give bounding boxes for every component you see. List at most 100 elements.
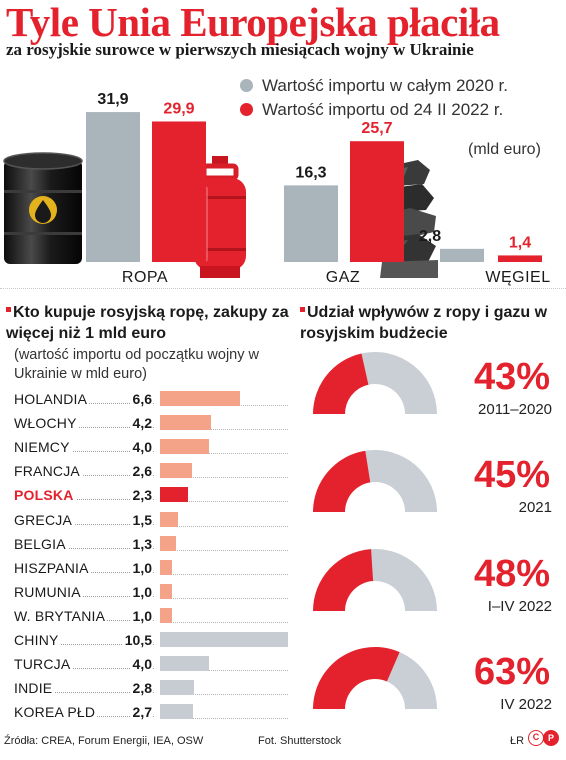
buyer-country-label: HOLANDIA <box>14 391 90 407</box>
gauge-percent-label: 43% <box>473 356 550 398</box>
row-leader <box>14 523 154 525</box>
gauge-share-arc <box>313 647 400 709</box>
row-gridline <box>160 429 288 431</box>
buyer-country-label: TURCJA <box>14 656 73 673</box>
buyer-value-label: 4,0 <box>130 656 152 673</box>
section-divider <box>0 288 566 289</box>
buyer-row: HOLANDIA 6,6 <box>0 389 290 411</box>
budget-gauge <box>313 549 437 611</box>
buyer-row: HISZPANIA 1,0 <box>0 558 290 580</box>
gauge-rest-arc <box>386 652 437 709</box>
buyer-country-label: INDIE <box>14 680 55 697</box>
buyer-bar <box>160 391 241 406</box>
heading-bullet-icon <box>6 307 11 312</box>
buyer-value-label: 2,6 <box>130 463 152 480</box>
buyers-subtitle: (wartość importu od początku wojny w Ukr… <box>14 347 259 382</box>
unit-note: (mld euro) <box>468 141 541 158</box>
publisher-logo: C P <box>528 729 560 749</box>
row-gridline <box>160 694 288 696</box>
legend-label-2020: Wartość importu w całym 2020 r. <box>262 76 508 95</box>
buyer-country-label: W. BRYTANIA <box>14 607 108 624</box>
buyer-value-label: 10,5 <box>122 632 152 648</box>
buyer-row: RUMUNIA 1,0 <box>0 582 290 604</box>
legend-label-2022: Wartość importu od 24 II 2022 r. <box>262 100 504 119</box>
page-subtitle: za rosyjskie surowce w pierwszych miesią… <box>6 40 474 59</box>
gauge-rest-arc <box>361 352 437 414</box>
buyer-value-label: 1,5 <box>130 511 152 528</box>
buyer-country-label: HISZPANIA <box>14 559 91 576</box>
page-title: Tyle Unia Europejska płaciła <box>6 0 500 45</box>
buyer-row: FRANCJA 2,6 <box>0 461 290 483</box>
buyer-row: W. BRYTANIA 1,0 <box>0 606 290 628</box>
legend-item-2020: Wartość importu w całym 2020 r. <box>240 76 508 96</box>
buyer-bar <box>160 487 189 503</box>
buyer-value-label: 6,6 <box>130 391 152 407</box>
row-gridline <box>160 718 288 720</box>
buyer-bar <box>160 535 176 551</box>
legend-swatch-red <box>240 103 253 116</box>
bar-węgiel-2020 <box>440 248 484 262</box>
buyer-bar <box>160 463 192 479</box>
buyer-country-label: GRECJA <box>14 511 74 528</box>
buyer-value-label: 4,2 <box>130 415 152 432</box>
legend-item-2022: Wartość importu od 24 II 2022 r. <box>240 100 503 120</box>
gauge-period-label: I–IV 2022 <box>487 598 552 615</box>
buyer-value-label: 1,0 <box>130 583 152 600</box>
gauge-period-label: 2011–2020 <box>478 401 552 418</box>
buyer-bar <box>160 680 195 696</box>
buyer-value-label: 4,0 <box>130 439 152 456</box>
buyer-row: POLSKA 2,3 <box>0 485 290 507</box>
row-leader <box>14 692 154 694</box>
budget-title-text: Udział wpływów z ropy i gazu w rosyjskim… <box>300 304 548 342</box>
bar-węgiel-2022 <box>498 255 542 262</box>
buyer-row: NIEMCY 4,0 <box>0 437 290 459</box>
oil-barrel-icon <box>3 152 83 264</box>
buyer-bar <box>160 704 193 720</box>
row-gridline <box>160 501 288 503</box>
row-gridline <box>160 525 288 527</box>
buyer-bar <box>160 632 288 647</box>
value-label-gaz-2022: 25,7 <box>361 120 392 137</box>
budget-heading: Udział wpływów z ropy i gazu w rosyjskim… <box>300 302 560 344</box>
bar-ropa-2022 <box>152 121 206 262</box>
value-label-węgiel-2022: 1,4 <box>509 234 531 251</box>
row-leader <box>14 595 154 597</box>
row-leader <box>14 499 154 501</box>
row-gridline <box>160 597 288 599</box>
buyer-row: BELGIA 1,3 <box>0 534 290 556</box>
buyer-bar <box>160 656 209 672</box>
category-label-gaz: GAZ <box>326 269 360 286</box>
row-gridline <box>160 549 288 551</box>
legend-swatch-gray <box>240 79 253 92</box>
category-label-ropa: ROPA <box>122 269 168 286</box>
buyer-bar <box>160 415 212 431</box>
bar-gaz-2020 <box>284 185 338 262</box>
buyer-country-label: FRANCJA <box>14 463 82 480</box>
logo-letter-p: P <box>543 730 559 746</box>
gauge-percent-label: 48% <box>473 553 550 595</box>
value-label-gaz-2020: 16,3 <box>295 164 326 181</box>
gauge-period-label: IV 2022 <box>500 696 552 713</box>
buyer-country-label: BELGIA <box>14 535 68 552</box>
row-leader <box>14 475 154 477</box>
photo-credit: Fot. Shutterstock <box>258 735 342 747</box>
buyer-row: INDIE 2,8 <box>0 678 290 700</box>
buyer-row: WŁOCHY 4,2 <box>0 413 290 435</box>
gauge-rest-arc <box>371 549 437 611</box>
gauge-period-label: 2021 <box>518 499 552 516</box>
buyer-value-label: 1,0 <box>130 607 152 624</box>
buyer-bar <box>160 559 173 575</box>
buyer-value-label: 2,7 <box>130 704 152 721</box>
buyers-heading: Kto kupuje rosyjską ropę, zakupy za więc… <box>6 302 296 344</box>
row-gridline <box>160 453 288 455</box>
buyer-bar <box>160 439 209 455</box>
buyer-bar <box>160 511 179 527</box>
buyers-title-text: Kto kupuje rosyjską ropę, zakupy za więc… <box>6 304 289 342</box>
gauge-share-arc <box>313 353 369 414</box>
row-gridline <box>160 477 288 479</box>
gauge-percent-label: 45% <box>473 454 550 496</box>
buyer-row: GRECJA 1,5 <box>0 510 290 532</box>
buyer-country-label: KOREA PŁD <box>14 704 98 721</box>
row-gridline <box>160 670 288 672</box>
